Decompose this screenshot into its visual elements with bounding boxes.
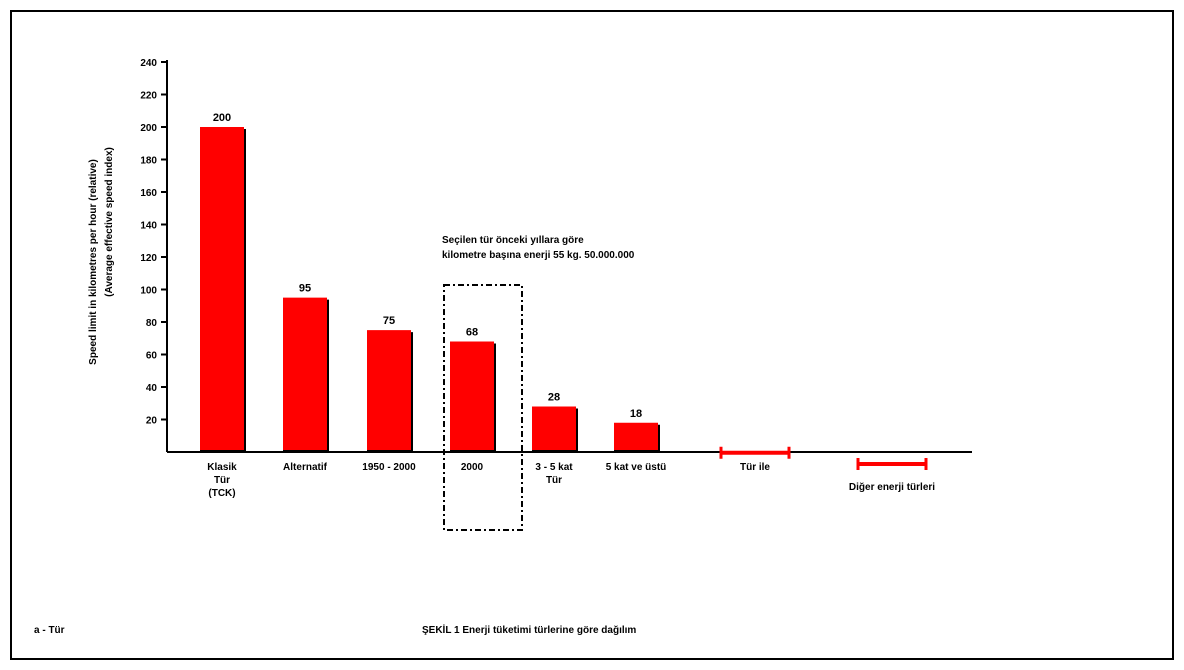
footer-left: a - Tür: [34, 625, 65, 636]
y-tick-label: 220: [140, 91, 157, 102]
y-tick-label: 20: [146, 416, 158, 427]
bar-value-label: 95: [299, 283, 311, 295]
x-category-label: 2000: [461, 462, 484, 473]
bar: [450, 341, 494, 452]
chart-frame: 200 95 75 68 28 18 20 40 60 80 100 120 140 160 180 200…: [10, 10, 1174, 660]
x-category-label: Tür: [214, 475, 230, 486]
x-category-label: Tür ile: [740, 462, 770, 473]
y-tick-label: 120: [140, 253, 157, 264]
y-ticks: 20 40 60 80 100 120 140 160 180 200 220 240: [140, 58, 167, 427]
y-tick-label: 60: [146, 351, 158, 362]
highlight-box: [443, 284, 523, 531]
bar-value-label: 75: [383, 315, 395, 327]
bar: [532, 406, 576, 452]
y-axis-subtitle: (Average effective speed index): [104, 147, 115, 297]
y-axis-label: Speed limit in kilometres per hour (rela…: [88, 147, 115, 365]
y-tick-label: 80: [146, 318, 158, 329]
bar: [614, 422, 658, 452]
y-tick-label: 240: [140, 58, 157, 69]
bar-chart: 200 95 75 68 28 18 20 40 60 80 100 120 140 160 180 200…: [34, 58, 972, 636]
y-tick-label: 180: [140, 156, 157, 167]
annotation-text: kilometre başına enerji 55 kg. 50.000.00…: [442, 250, 635, 261]
x-category-label: Tür: [546, 475, 562, 486]
bar: [283, 297, 327, 452]
x-category-label: (TCK): [208, 488, 235, 499]
y-tick-label: 160: [140, 188, 157, 199]
bar: [367, 330, 411, 452]
figure-caption: ŞEKİL 1 Enerji tüketimi türlerine göre d…: [422, 623, 636, 636]
chart-bars: 200 95 75 68 28 18: [200, 112, 928, 470]
y-tick-label: 100: [140, 286, 157, 297]
y-tick-label: 140: [140, 221, 157, 232]
x-category-labels: Klasik Tür (TCK) Alternatif 1950 - 2000 2000 3…: [207, 462, 935, 499]
y-axis-title: Speed limit in kilometres per hour (rela…: [88, 159, 99, 365]
x-category-label: 3 - 5 kat: [535, 462, 573, 473]
x-category-label: Alternatif: [283, 462, 328, 473]
bar-value-label: 200: [213, 112, 231, 124]
x-category-label: Diğer enerji türleri: [849, 482, 935, 493]
x-category-label: 5 kat ve üstü: [606, 462, 667, 473]
bar: [200, 127, 244, 452]
x-category-label: 1950 - 2000: [362, 462, 416, 473]
bar-value-label: 28: [548, 392, 560, 404]
annotation-text: Seçilen tür önceki yıllara göre: [442, 235, 584, 246]
y-tick-label: 200: [140, 123, 157, 134]
bar-value-label: 68: [466, 327, 478, 339]
bar-value-label: 18: [630, 408, 642, 420]
x-category-label: Klasik: [207, 462, 237, 473]
y-tick-label: 40: [146, 383, 158, 394]
annotation-group: Seçilen tür önceki yıllara göre kilometre…: [442, 235, 635, 531]
